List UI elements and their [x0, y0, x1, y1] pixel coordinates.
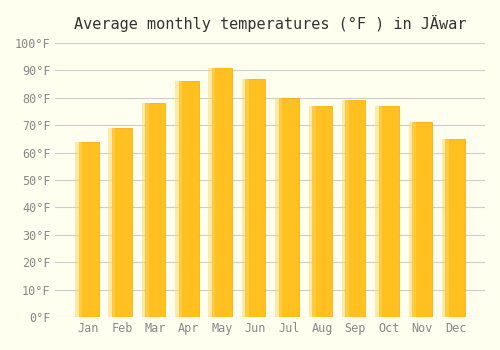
Bar	[312, 106, 332, 317]
Bar	[208, 68, 216, 317]
Bar	[378, 106, 399, 317]
Bar	[278, 98, 298, 317]
Bar	[412, 122, 432, 317]
Bar	[142, 103, 148, 317]
Bar	[75, 142, 82, 317]
Bar	[212, 68, 232, 317]
Title: Average monthly temperatures (°F ) in JÄwar: Average monthly temperatures (°F ) in JÄ…	[74, 15, 466, 32]
Bar	[375, 106, 382, 317]
Bar	[446, 139, 466, 317]
Bar	[108, 128, 116, 317]
Bar	[246, 78, 266, 317]
Bar	[112, 128, 132, 317]
Bar	[78, 142, 98, 317]
Bar	[408, 122, 416, 317]
Bar	[145, 103, 165, 317]
Bar	[275, 98, 282, 317]
Bar	[442, 139, 449, 317]
Bar	[242, 78, 249, 317]
Bar	[308, 106, 316, 317]
Bar	[342, 100, 349, 317]
Bar	[178, 81, 199, 317]
Bar	[175, 81, 182, 317]
Bar	[346, 100, 366, 317]
